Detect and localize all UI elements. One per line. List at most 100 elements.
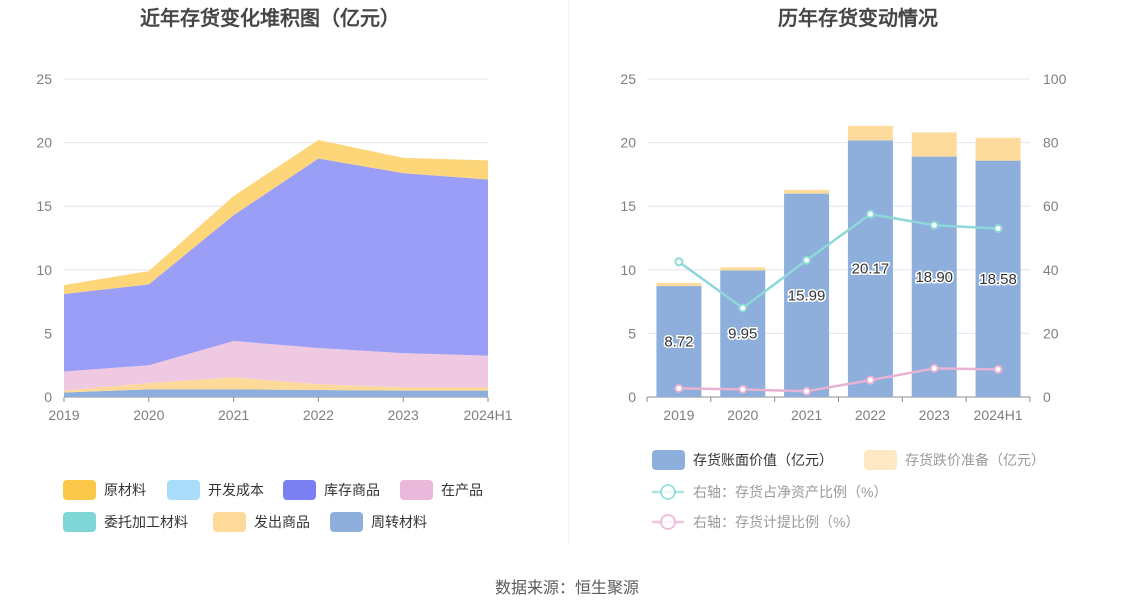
line-point: [674, 383, 684, 393]
left-y-tick: 10: [36, 262, 52, 278]
right-x-tick: 2019: [663, 407, 694, 423]
bar-value-label: 20.17: [852, 261, 890, 278]
legend-label: 库存商品: [324, 482, 380, 498]
legend-swatch: [63, 512, 96, 532]
right-y-axis: 0 5 10 15 20 25: [620, 71, 636, 405]
bar-book-value: [720, 270, 766, 397]
area-series: [64, 140, 488, 294]
bar-value-label: 18.58: [979, 271, 1017, 288]
legend-label: 右轴：存货计提比例（%）: [693, 514, 859, 530]
left-y-tick: 5: [44, 325, 52, 341]
right-y-tick: 5: [628, 325, 636, 341]
legend-label: 存货跌价准备（亿元）: [905, 452, 1045, 468]
right-y-tick: 20: [620, 135, 636, 151]
right-y-tick: 25: [620, 71, 636, 87]
left-x-tick: 2023: [388, 407, 419, 423]
line-point: [865, 209, 875, 219]
legend-label: 在产品: [441, 482, 483, 498]
legend-label: 原材料: [104, 482, 146, 498]
bar-value-label: 18.90: [915, 269, 953, 286]
left-y-tick: 15: [36, 198, 52, 214]
line-point: [993, 364, 1003, 374]
legend-label: 开发成本: [208, 482, 264, 498]
right-x-tick: 2023: [919, 407, 950, 423]
legend-label: 委托加工材料: [104, 514, 188, 530]
left-areas: [64, 140, 488, 397]
bar-value-label: 15.99: [788, 287, 826, 304]
bar-impairment-provision: [911, 132, 957, 157]
line-series: [678, 367, 999, 393]
legend-marker: [660, 484, 676, 500]
line-point: [738, 303, 748, 313]
legend-swatch: [213, 512, 246, 532]
legend-swatch: [283, 480, 316, 500]
right-chart-title: 历年存货变动情况: [778, 6, 938, 30]
legend-label: 周转材料: [371, 514, 427, 530]
bar-book-value: [784, 193, 830, 397]
line-series: [678, 212, 999, 310]
right-y2-tick: 0: [1043, 389, 1051, 405]
right-x-tick: 2024H1: [974, 407, 1023, 423]
right-legend: 存货账面价值（亿元） 存货跌价准备（亿元） 右轴：存货占净资产比例（%） 右轴：存货计…: [652, 450, 1045, 530]
area-series: [64, 389, 488, 397]
legend-marker: [660, 514, 676, 530]
area-series: [64, 377, 488, 393]
right-y2-axis: 0 20 40 60 80 100: [1043, 71, 1067, 405]
left-y-axis: 0 5 10 15 20 25: [36, 71, 52, 405]
bar-book-value: [911, 156, 957, 397]
right-y2-tick: 20: [1043, 325, 1059, 341]
bar-impairment-provision: [784, 189, 830, 194]
legend-swatch: [63, 480, 96, 500]
right-y2-tick: 80: [1043, 135, 1059, 151]
right-y2-tick: 100: [1043, 71, 1067, 87]
line-point: [929, 220, 939, 230]
legend-swatch: [330, 512, 363, 532]
right-y2-tick: 60: [1043, 198, 1059, 214]
left-chart-title: 近年存货变化堆积图（亿元）: [140, 6, 400, 30]
left-y-tick: 20: [36, 135, 52, 151]
bar-book-value: [847, 140, 893, 397]
bar-value-label: 9.95: [728, 326, 757, 343]
legend-label: 发出商品: [254, 514, 310, 530]
left-x-tick: 2022: [303, 407, 334, 423]
bar-impairment-provision: [975, 137, 1021, 161]
right-x-tick: 2021: [791, 407, 822, 423]
legend-swatch: [864, 450, 897, 470]
line-point: [929, 363, 939, 373]
right-lines: [674, 209, 1003, 396]
area-series: [64, 158, 488, 372]
right-bars: [656, 125, 1021, 397]
line-point: [802, 255, 812, 265]
bar-value-label: 8.72: [664, 334, 693, 351]
bar-book-value: [975, 160, 1021, 397]
left-x-tick: 2020: [133, 407, 164, 423]
left-x-tick: 2019: [48, 407, 79, 423]
line-point: [802, 386, 812, 396]
legend-label: 右轴：存货占净资产比例（%）: [693, 484, 887, 500]
bar-impairment-provision: [656, 282, 702, 287]
right-x-axis: 2019 2020 2021 2022 2023 2024H1: [646, 397, 1031, 423]
legend-swatch: [400, 480, 433, 500]
left-x-tick: 2024H1: [463, 407, 512, 423]
legend-swatch: [652, 450, 685, 470]
right-y2-tick: 40: [1043, 262, 1059, 278]
right-x-tick: 2020: [727, 407, 758, 423]
bar-impairment-provision: [720, 267, 766, 271]
right-y-tick: 10: [620, 262, 636, 278]
left-x-tick: 2021: [218, 407, 249, 423]
legend-swatch: [167, 480, 200, 500]
source-note: 数据来源：恒生聚源: [495, 579, 639, 597]
bar-impairment-provision: [847, 125, 893, 141]
area-series: [64, 341, 488, 391]
right-bar-labels: 8.72 9.95 15.99 20.17 18.90 18.58: [663, 259, 1019, 352]
legend-label: 存货账面价值（亿元）: [693, 452, 833, 468]
right-y-tick: 15: [620, 198, 636, 214]
right-x-tick: 2022: [855, 407, 886, 423]
line-point: [738, 384, 748, 394]
left-y-tick: 25: [36, 71, 52, 87]
left-y-tick: 0: [44, 389, 52, 405]
bar-book-value: [656, 286, 702, 397]
line-point: [865, 375, 875, 385]
right-y-tick: 0: [628, 389, 636, 405]
